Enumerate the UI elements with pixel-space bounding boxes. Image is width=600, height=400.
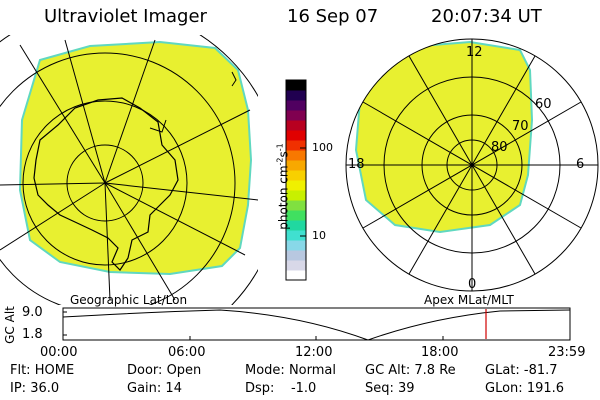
mlat-label-80: 80 xyxy=(491,140,508,155)
mlt-label-12: 12 xyxy=(466,45,483,60)
flt-value: HOME xyxy=(34,363,75,378)
colorbar-unit-exp1: -2 xyxy=(275,157,285,166)
seq-value: 39 xyxy=(398,381,415,396)
gcalt-value: 7.8 Re xyxy=(414,363,456,378)
colorbar-swatch xyxy=(286,150,306,161)
altitude-ymin: 1.8 xyxy=(22,327,43,342)
altitude-xtick-3: 18:00 xyxy=(421,345,459,360)
status-glon: GLon: 191.6 xyxy=(485,382,564,396)
colorbar-unit-label: photon cm-2s-1 xyxy=(274,117,291,257)
colorbar xyxy=(286,80,306,281)
mlat-label-70: 70 xyxy=(512,119,529,134)
colorbar-unit-exp2: -1 xyxy=(275,143,285,152)
coast-fragment xyxy=(149,119,167,133)
status-door: Door: Open xyxy=(127,364,201,378)
status-glat: GLat: -81.7 xyxy=(485,364,558,378)
colorbar-swatch xyxy=(286,270,306,281)
colorbar-swatch xyxy=(286,220,306,231)
coast-fragment xyxy=(231,71,237,87)
colorbar-swatch xyxy=(286,100,306,111)
mode-label: Mode: xyxy=(245,363,285,378)
door-label: Door: xyxy=(127,363,163,378)
lat-circle xyxy=(66,144,144,222)
colorbar-swatch xyxy=(286,230,306,241)
status-dsp: Dsp: -1.0 xyxy=(245,382,316,396)
auroral-image-geo xyxy=(18,40,253,276)
altitude-xtick-0: 00:00 xyxy=(40,345,78,360)
altitude-ylabel: GC Alt xyxy=(3,306,17,344)
colorbar-swatch xyxy=(286,160,306,171)
gain-label: Gain: xyxy=(127,381,162,396)
mlat-label-60: 60 xyxy=(535,97,552,112)
dsp-value: -1.0 xyxy=(290,381,317,396)
colorbar-swatch xyxy=(286,190,306,201)
colorbar-swatch xyxy=(286,240,306,251)
glat-value: -81.7 xyxy=(523,363,558,378)
colorbar-frame xyxy=(285,79,307,281)
geographic-map-panel xyxy=(0,35,258,305)
altitude-ticks xyxy=(62,311,571,340)
altitude-xtick-4: 23:59 xyxy=(548,345,586,360)
glon-label: GLon: xyxy=(485,381,523,396)
mlt-label-6: 6 xyxy=(576,157,585,172)
colorbar-swatch xyxy=(286,80,306,91)
mlt-lines xyxy=(346,39,598,291)
status-gcalt: GC Alt: 7.8 Re xyxy=(365,364,456,378)
status-seq: Seq: 39 xyxy=(365,382,415,396)
colorbar-swatch xyxy=(286,210,306,221)
mlt-label-18: 18 xyxy=(348,157,365,172)
colorbar-unit-mid: s xyxy=(276,151,291,158)
colorbar-swatch xyxy=(286,250,306,261)
colorbar-unit-text: photon cm xyxy=(276,165,291,230)
flt-label: Flt: xyxy=(10,363,31,378)
auroral-image-mag xyxy=(354,40,534,234)
mode-value: Normal xyxy=(288,363,336,378)
status-mode: Mode: Normal xyxy=(245,364,336,378)
altitude-xtick-1: 06:00 xyxy=(168,345,206,360)
colorbar-swatch xyxy=(286,110,306,121)
magnetic-polar-panel xyxy=(345,38,599,292)
colorbar-swatch xyxy=(286,140,306,151)
colorbar-swatch xyxy=(286,90,306,101)
colorbar-swatch xyxy=(286,260,306,271)
glat-label: GLat: xyxy=(485,363,520,378)
mlt-label-0: 0 xyxy=(468,277,477,292)
image-time: 20:07:34 UT xyxy=(431,6,542,27)
right-panel-caption: Apex MLat/MLT xyxy=(424,293,514,307)
continent-outline xyxy=(33,97,179,271)
door-value: Open xyxy=(166,363,202,378)
left-panel-caption: Geographic Lat/Lon xyxy=(70,293,188,307)
colorbar-swatch xyxy=(286,180,306,191)
image-date: 16 Sep 07 xyxy=(287,6,379,27)
meridian-lines xyxy=(0,39,258,301)
colorbar-swatch xyxy=(286,170,306,181)
colorbar-tick-10: 10 xyxy=(312,229,326,242)
altitude-ymax: 9.0 xyxy=(22,305,43,320)
altitude-xtick-2: 12:00 xyxy=(295,345,333,360)
lat-circle xyxy=(0,52,236,305)
gcalt-label: GC Alt: xyxy=(365,363,411,378)
status-flight: Flt: HOME xyxy=(10,364,74,378)
seq-label: Seq: xyxy=(365,381,394,396)
ip-label: IP: xyxy=(10,381,27,396)
dsp-label: Dsp: xyxy=(245,381,275,396)
colorbar-swatch xyxy=(286,200,306,211)
colorbar-swatch xyxy=(286,130,306,141)
altitude-plot xyxy=(62,307,571,341)
colorbar-swatch xyxy=(286,120,306,131)
instrument-title: Ultraviolet Imager xyxy=(44,6,207,27)
ip-value: 36.0 xyxy=(30,381,60,396)
lat-circle xyxy=(22,100,188,266)
gain-value: 14 xyxy=(165,381,182,396)
glon-value: 191.6 xyxy=(526,381,565,396)
colorbar-tick-100: 100 xyxy=(312,141,333,154)
status-gain: Gain: 14 xyxy=(127,382,182,396)
status-ip: IP: 36.0 xyxy=(10,382,59,396)
altitude-curve xyxy=(62,309,571,341)
